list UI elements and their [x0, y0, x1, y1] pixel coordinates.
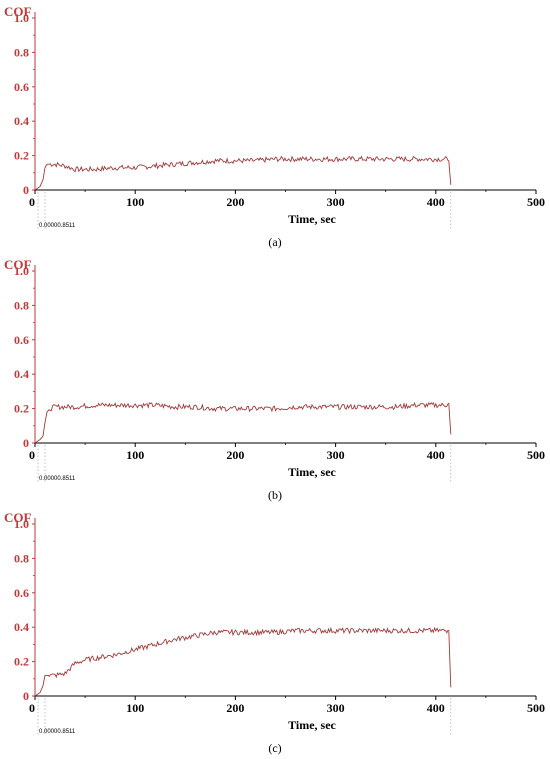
figure-caption: (b) — [268, 488, 282, 502]
y-axis-label: COF — [4, 4, 32, 19]
cof-chart-a: COF 0 0.2 0.4 0.6 0.8 1.0 0 100 200 300 400 500 Time,… — [4, 4, 545, 249]
cof-chart-c: COF 0 0.2 0.4 0.6 0.8 1.0 0 100 200 300 400 500 Time,… — [4, 510, 545, 755]
cof-chart-b: COF 0 0.2 0.4 0.6 0.8 1.0 0 100 200 300 400 500 Time,… — [4, 257, 545, 502]
x-tick-label: 200 — [226, 701, 244, 715]
x-tick-label: 300 — [327, 701, 345, 715]
x-tick-label: 400 — [427, 701, 445, 715]
x-tick-label: 200 — [226, 195, 244, 209]
y-tick-label: 0.6 — [14, 80, 29, 94]
y-tick-label: 0 — [23, 689, 29, 703]
figure-caption: (c) — [268, 741, 281, 755]
x-axis-label: Time, sec — [288, 212, 336, 226]
y-axis-label: COF — [4, 510, 32, 525]
y-tick-label: 0.6 — [14, 586, 29, 600]
y-tick-label: 0.2 — [14, 402, 29, 416]
marker-label: 0.00000.8511 — [39, 729, 76, 735]
x-tick-label: 500 — [527, 195, 545, 209]
cof-series-line — [34, 401, 452, 444]
y-tick-label: 0 — [23, 183, 29, 197]
x-tick-label: 0 — [29, 701, 35, 715]
y-tick-label: 0.4 — [14, 620, 29, 634]
y-tick-label: 0.4 — [14, 367, 29, 381]
x-axis-label: Time, sec — [288, 465, 336, 479]
x-tick-label: 0 — [29, 448, 35, 462]
y-tick-label: 0.8 — [14, 45, 29, 59]
x-tick-label: 500 — [527, 448, 545, 462]
x-tick-label: 500 — [527, 701, 545, 715]
x-tick-label: 400 — [427, 195, 445, 209]
y-tick-label: 0.8 — [14, 551, 29, 565]
marker-label: 0.00000.8511 — [39, 223, 76, 229]
y-tick-label: 1.0 — [14, 11, 29, 25]
x-tick-label: 300 — [327, 448, 345, 462]
x-tick-label: 100 — [126, 448, 144, 462]
x-tick-label: 0 — [29, 195, 35, 209]
x-tick-label: 200 — [226, 448, 244, 462]
cof-series-line — [34, 626, 452, 697]
y-tick-label: 1.0 — [14, 517, 29, 531]
y-tick-label: 0.8 — [14, 298, 29, 312]
y-tick-label: 1.0 — [14, 264, 29, 278]
y-axis-label: COF — [4, 257, 32, 272]
figure-caption: (a) — [268, 235, 281, 249]
marker-label: 0.00000.8511 — [39, 476, 76, 482]
x-tick-label: 100 — [126, 701, 144, 715]
x-tick-label: 300 — [327, 195, 345, 209]
y-tick-label: 0.6 — [14, 333, 29, 347]
y-tick-label: 0.2 — [14, 655, 29, 669]
x-tick-label: 400 — [427, 448, 445, 462]
x-tick-label: 100 — [126, 195, 144, 209]
y-tick-label: 0 — [23, 436, 29, 450]
x-axis-label: Time, sec — [288, 718, 336, 732]
cof-series-line — [34, 155, 452, 191]
y-tick-label: 0.4 — [14, 114, 29, 128]
y-tick-label: 0.2 — [14, 149, 29, 163]
